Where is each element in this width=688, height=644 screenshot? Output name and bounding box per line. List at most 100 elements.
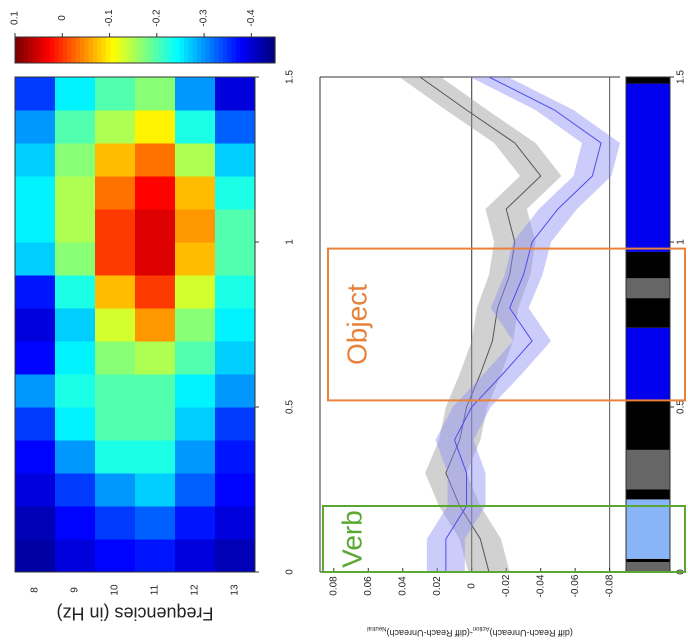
- heat-cell: [15, 110, 56, 144]
- colorbar-label: 0.1: [10, 11, 21, 25]
- colorbar-step: [266, 37, 272, 63]
- heat-cell: [15, 341, 56, 375]
- colorbar-step: [127, 37, 133, 63]
- colorbar-step: [223, 37, 228, 63]
- heat-cell: [55, 440, 96, 474]
- heat-cell: [135, 143, 176, 177]
- heat-cell: [95, 275, 136, 309]
- colorbar-step: [162, 37, 168, 63]
- colorbar-step: [192, 37, 198, 63]
- heat-cell: [95, 209, 136, 243]
- colorbar-step: [132, 37, 137, 63]
- colorbar-step: [197, 37, 202, 63]
- heat-cell: [55, 143, 96, 177]
- colorbar-step: [45, 37, 51, 63]
- heat-cell: [215, 440, 256, 474]
- heat-cell: [175, 110, 216, 144]
- mean-line: [419, 76, 542, 573]
- significance-segment: [626, 83, 670, 252]
- heat-cell: [135, 506, 176, 540]
- heat-cell: [55, 275, 96, 309]
- colorbar-step: [188, 37, 194, 63]
- colorbar-step: [240, 37, 246, 63]
- y-tick-label: 0.06: [363, 576, 374, 596]
- annotation-box: [327, 247, 686, 402]
- heat-cell: [135, 341, 176, 375]
- heat-cell: [215, 209, 256, 243]
- colorbar-label: -0.4: [246, 9, 257, 27]
- significance-segment: [626, 298, 670, 328]
- colorbar-step: [67, 37, 72, 63]
- colorbar-step: [84, 37, 90, 63]
- colorbar-step: [58, 37, 64, 63]
- x-tick-label: 13: [230, 584, 241, 596]
- heat-cell: [215, 341, 256, 375]
- colorbar-step: [201, 37, 207, 63]
- heat-cell: [215, 374, 256, 408]
- heat-cell: [135, 539, 176, 573]
- error-band: [426, 77, 620, 572]
- heat-cell: [135, 209, 176, 243]
- heat-cell: [15, 176, 56, 210]
- heat-cell: [95, 407, 136, 441]
- heat-cell: [175, 77, 216, 111]
- heat-cell: [15, 539, 56, 573]
- heat-cell: [175, 308, 216, 342]
- heat-cell: [95, 473, 136, 507]
- heat-cell: [15, 506, 56, 540]
- annotation-label: Verb: [336, 510, 367, 568]
- heat-cell: [175, 209, 216, 243]
- heat-cell: [95, 143, 136, 177]
- colorbar-step: [110, 37, 116, 63]
- heat-cell: [135, 176, 176, 210]
- y-tick-label: 0.5: [285, 400, 296, 414]
- colorbar-step: [93, 37, 98, 63]
- colorbar-frame: [14, 36, 276, 64]
- heat-cell: [135, 407, 176, 441]
- significance-segment: [626, 562, 670, 572]
- heat-cell: [95, 539, 136, 573]
- heat-cell: [135, 77, 176, 111]
- colorbar-step: [28, 37, 33, 63]
- heat-cell: [15, 440, 56, 474]
- plot-frame: [14, 76, 256, 573]
- significance-segment: [626, 489, 670, 500]
- x-axis-title: Frequencies (in Hz): [56, 603, 213, 623]
- heat-cell: [135, 308, 176, 342]
- heat-cell: [55, 176, 96, 210]
- y-tick-label: -0.02: [501, 574, 512, 597]
- colorbar-step: [75, 37, 81, 63]
- heat-cell: [215, 539, 256, 573]
- heat-cell: [55, 110, 96, 144]
- colorbar-step: [153, 37, 159, 63]
- colorbar-step: [41, 37, 46, 63]
- heat-cell: [135, 473, 176, 507]
- colorbar-step: [123, 37, 129, 63]
- colorbar-label: -0.3: [199, 9, 210, 27]
- significance-segment: [626, 558, 670, 563]
- colorbar-step: [249, 37, 254, 63]
- x-tick-label: 0.5: [676, 400, 687, 414]
- heat-cell: [55, 209, 96, 243]
- colorbar-step: [270, 37, 276, 63]
- heat-cell: [95, 110, 136, 144]
- colorbar-step: [80, 37, 85, 63]
- heat-cell: [135, 242, 176, 276]
- colorbar-step: [101, 37, 107, 63]
- heat-cell: [55, 242, 96, 276]
- y-tick-label: 0: [466, 583, 477, 589]
- heat-cell: [95, 506, 136, 540]
- heat-cell: [55, 308, 96, 342]
- heat-cell: [135, 440, 176, 474]
- colorbar-step: [140, 37, 146, 63]
- colorbar-step: [227, 37, 233, 63]
- x-tick-label: 10: [110, 584, 121, 596]
- colorbar-step: [114, 37, 120, 63]
- x-tick-label: 11: [150, 584, 161, 595]
- heat-cell: [15, 143, 56, 177]
- heat-cell: [215, 473, 256, 507]
- heat-cell: [15, 275, 56, 309]
- significance-segment: [626, 251, 670, 279]
- heat-cell: [135, 275, 176, 309]
- colorbar-step: [231, 37, 237, 63]
